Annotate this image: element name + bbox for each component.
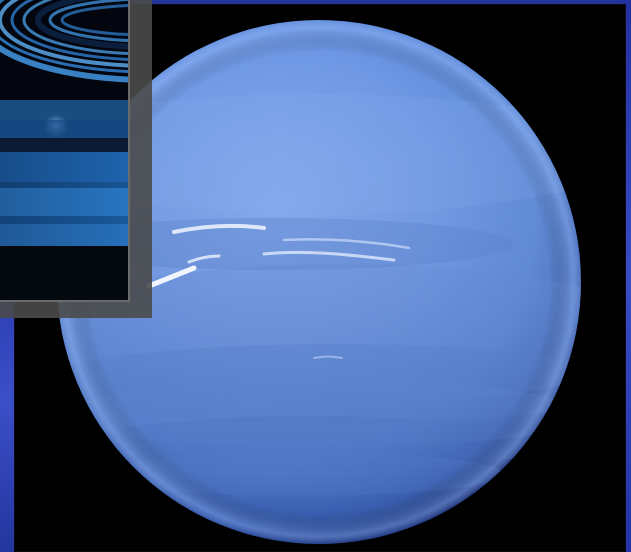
rings-inset-photo bbox=[0, 0, 130, 302]
background-edge bbox=[623, 0, 631, 552]
planet-limb-glow bbox=[57, 20, 581, 544]
planetary-rings-icon bbox=[0, 0, 128, 300]
